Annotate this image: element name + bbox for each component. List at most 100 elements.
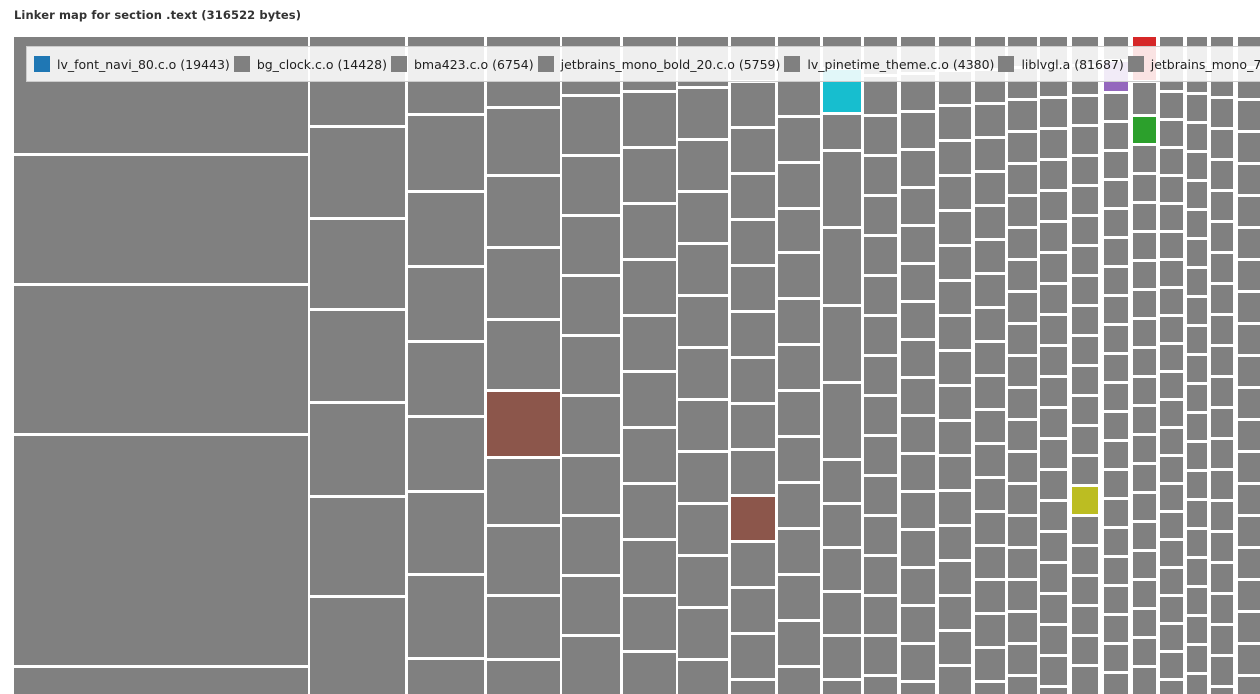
treemap-cell[interactable] <box>408 493 484 573</box>
treemap-cell[interactable] <box>864 637 897 674</box>
treemap-cell[interactable] <box>1104 297 1128 323</box>
treemap-cell[interactable] <box>310 311 405 401</box>
treemap-cell[interactable] <box>408 193 484 265</box>
treemap-cell[interactable] <box>487 597 560 658</box>
treemap-cell[interactable] <box>901 113 935 148</box>
treemap-cell[interactable] <box>1187 182 1207 208</box>
treemap-cell[interactable] <box>623 205 676 258</box>
treemap-cell[interactable] <box>623 541 676 594</box>
treemap-cell[interactable] <box>1008 133 1037 162</box>
treemap-cell[interactable] <box>901 227 935 262</box>
treemap-cell[interactable] <box>1072 517 1098 544</box>
treemap-cell[interactable] <box>1187 298 1207 324</box>
treemap-cell[interactable] <box>1211 564 1233 592</box>
treemap-cell[interactable] <box>1072 367 1098 394</box>
treemap-cell[interactable] <box>562 457 620 514</box>
treemap-cell[interactable] <box>678 89 728 138</box>
treemap-cell[interactable] <box>975 309 1005 340</box>
treemap-cell[interactable] <box>901 683 935 694</box>
treemap-cell[interactable] <box>1008 485 1037 514</box>
treemap-cell[interactable] <box>975 241 1005 272</box>
treemap-cell[interactable] <box>1187 414 1207 440</box>
treemap-cell[interactable] <box>939 212 971 244</box>
treemap-cell[interactable] <box>1040 99 1067 127</box>
treemap-cell[interactable] <box>1072 577 1098 604</box>
treemap-cell[interactable] <box>1238 517 1260 546</box>
treemap-cell[interactable] <box>1008 453 1037 482</box>
treemap-cell[interactable] <box>623 653 676 694</box>
treemap-cell[interactable] <box>623 373 676 426</box>
treemap-cell[interactable] <box>1104 674 1128 694</box>
treemap-cell[interactable] <box>1040 254 1067 282</box>
treemap-cell[interactable] <box>1211 657 1233 685</box>
treemap-cell[interactable] <box>778 254 820 297</box>
treemap-cell[interactable] <box>1238 421 1260 450</box>
treemap-cell-green[interactable] <box>1133 117 1156 143</box>
treemap-cell[interactable] <box>901 379 935 414</box>
treemap-cell[interactable] <box>1040 347 1067 375</box>
treemap-cell[interactable] <box>487 249 560 318</box>
treemap-cell[interactable] <box>975 139 1005 170</box>
treemap-cell[interactable] <box>678 401 728 450</box>
treemap-cell[interactable] <box>1211 533 1233 561</box>
treemap-cell[interactable] <box>731 681 775 694</box>
treemap-cell[interactable] <box>1187 327 1207 353</box>
treemap-cell[interactable] <box>1160 149 1183 174</box>
treemap-cell[interactable] <box>901 303 935 338</box>
treemap-cell[interactable] <box>1160 205 1183 230</box>
treemap-cell[interactable] <box>1040 316 1067 344</box>
treemap-cell[interactable] <box>1238 389 1260 418</box>
treemap-cell[interactable] <box>975 173 1005 204</box>
treemap-cell[interactable] <box>823 681 861 694</box>
treemap-cell[interactable] <box>1008 293 1037 322</box>
treemap-cell[interactable] <box>678 609 728 658</box>
treemap-cell[interactable] <box>1187 443 1207 469</box>
treemap-cell[interactable] <box>1104 94 1128 120</box>
treemap-cell[interactable] <box>939 352 971 384</box>
treemap-cell[interactable] <box>1238 485 1260 514</box>
treemap-cell[interactable] <box>1072 397 1098 424</box>
treemap-cell[interactable] <box>939 527 971 559</box>
treemap-cell[interactable] <box>1040 688 1067 694</box>
treemap-cell[interactable] <box>1160 93 1183 118</box>
treemap-cell[interactable] <box>1160 513 1183 538</box>
treemap-cell[interactable] <box>1238 165 1260 194</box>
treemap-cell[interactable] <box>1104 268 1128 294</box>
treemap-cell[interactable] <box>975 275 1005 306</box>
treemap-cell[interactable] <box>1072 607 1098 634</box>
treemap-cell[interactable] <box>1211 285 1233 313</box>
treemap-cell[interactable] <box>823 152 861 226</box>
treemap-cell[interactable] <box>678 557 728 606</box>
treemap-cell[interactable] <box>864 557 897 594</box>
treemap-cell[interactable] <box>975 547 1005 578</box>
treemap-cell[interactable] <box>1133 552 1156 578</box>
treemap-cell[interactable] <box>823 637 861 678</box>
treemap-cell[interactable] <box>623 93 676 146</box>
treemap-cell[interactable] <box>1160 541 1183 566</box>
treemap-cell[interactable] <box>1238 197 1260 226</box>
treemap-cell[interactable] <box>1040 223 1067 251</box>
treemap-cell[interactable] <box>939 562 971 594</box>
treemap-cell[interactable] <box>1104 645 1128 671</box>
treemap-cell[interactable] <box>901 417 935 452</box>
treemap-cell[interactable] <box>1160 597 1183 622</box>
treemap-cell[interactable] <box>1040 192 1067 220</box>
treemap-cell[interactable] <box>1133 349 1156 375</box>
treemap-cell[interactable] <box>1211 99 1233 127</box>
treemap-cell[interactable] <box>939 282 971 314</box>
treemap-cell[interactable] <box>678 297 728 346</box>
treemap-cell[interactable] <box>408 343 484 415</box>
treemap-cell[interactable] <box>901 265 935 300</box>
treemap-cell[interactable] <box>1133 291 1156 317</box>
treemap-cell[interactable] <box>1040 657 1067 685</box>
treemap-cell[interactable] <box>731 359 775 402</box>
treemap-cell[interactable] <box>1160 625 1183 650</box>
treemap-cell[interactable] <box>939 457 971 489</box>
treemap-cell[interactable] <box>1211 192 1233 220</box>
treemap-cell[interactable] <box>864 237 897 274</box>
treemap-cell[interactable] <box>1072 247 1098 274</box>
treemap-cell[interactable] <box>1008 101 1037 130</box>
treemap-cell[interactable] <box>1187 124 1207 150</box>
treemap-cell[interactable] <box>1187 472 1207 498</box>
treemap-cell[interactable] <box>975 207 1005 238</box>
